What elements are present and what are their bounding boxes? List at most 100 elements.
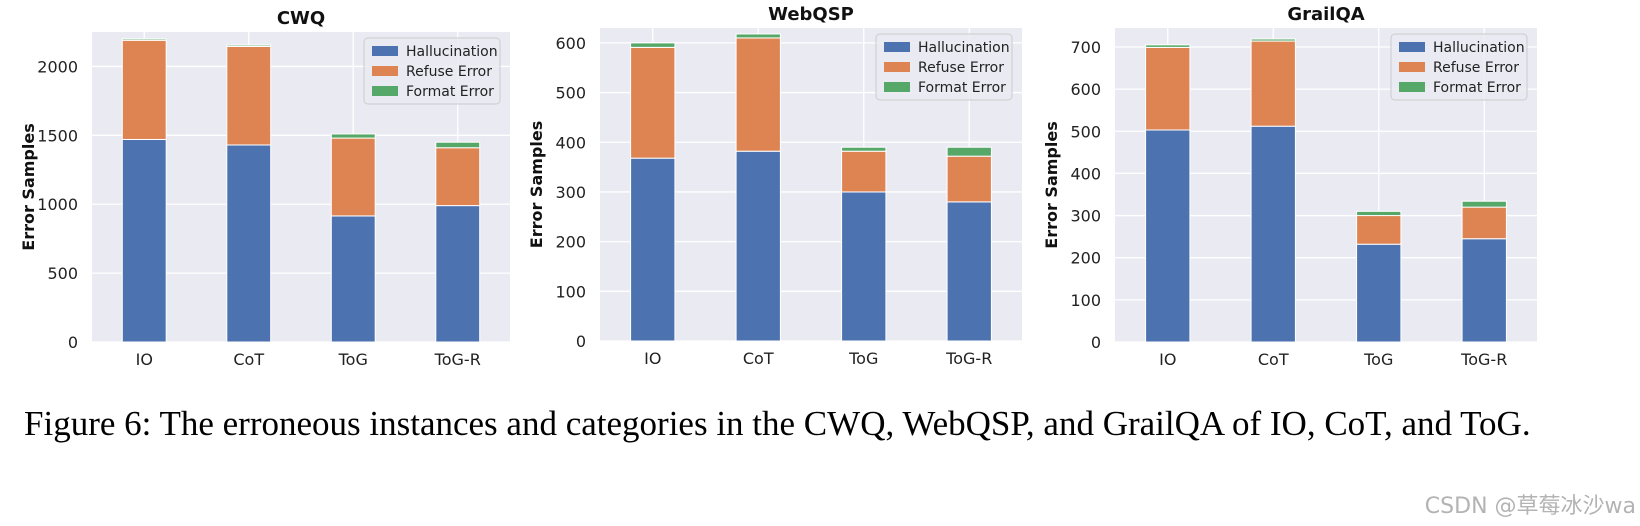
y-tick-label: 0 (1091, 333, 1101, 352)
bar-refuse-error (735, 37, 781, 152)
x-tick-label: CoT (743, 349, 774, 368)
bar-refuse-error (435, 147, 481, 207)
bar-hallucination (1145, 129, 1191, 343)
y-axis-label: Error Samples (19, 123, 38, 250)
chart-0: 0 500 1000 1500 2000 IO CoT ToG ToG-R CWQ Error Sa… (19, 8, 510, 369)
y-tick-label: 1500 (37, 126, 78, 145)
bar-refuse-error (1461, 206, 1507, 240)
bar-format-error (1356, 210, 1402, 217)
bar-format-error (1145, 44, 1191, 48)
x-tick-label: IO (1159, 350, 1176, 369)
legend: Hallucination Refuse Error Format Error (1390, 33, 1528, 101)
x-tick-label: IO (644, 349, 661, 368)
legend-swatch (1399, 62, 1425, 72)
legend-label: Refuse Error (918, 60, 1004, 76)
bar-format-error (1250, 38, 1296, 42)
legend-label: Hallucination (918, 40, 1010, 56)
chart-title: GrailQA (1287, 4, 1364, 25)
x-tick-label: CoT (233, 350, 264, 369)
watermark: CSDN @草莓冰沙wa (1424, 494, 1636, 519)
legend-label: Format Error (1433, 80, 1521, 96)
legend-label: Refuse Error (406, 64, 492, 80)
legend: Hallucination Refuse Error Format Error (363, 37, 501, 105)
y-tick-label: 2000 (37, 57, 78, 76)
x-tick-label: ToG (338, 350, 368, 369)
chart-2: 0 100 200 300 400 500 600 700 IO CoT ToG ToG-R Grail… (1042, 4, 1537, 369)
bar-refuse-error (1250, 40, 1296, 127)
y-tick-label: 0 (68, 333, 78, 352)
y-tick-label: 500 (1070, 122, 1101, 141)
legend: Hallucination Refuse Error Format Error (875, 33, 1013, 101)
legend-label: Refuse Error (1433, 60, 1519, 76)
legend-swatch (372, 66, 398, 76)
bar-hallucination (841, 191, 887, 342)
bar-hallucination (1250, 125, 1296, 343)
bar-hallucination (435, 205, 481, 343)
bar-hallucination (630, 157, 676, 342)
bar-hallucination (735, 150, 781, 342)
legend-swatch (884, 42, 910, 52)
y-axis-label: Error Samples (527, 121, 546, 248)
legend-swatch (372, 86, 398, 96)
bar-hallucination (226, 144, 272, 343)
bar-hallucination (1356, 243, 1402, 343)
bar-format-error (435, 141, 481, 149)
bar-format-error (121, 38, 167, 41)
bar-format-error (630, 42, 676, 48)
chart-title: WebQSP (768, 4, 854, 25)
y-tick-label: 0 (576, 332, 586, 351)
bar-refuse-error (946, 155, 992, 203)
bar-format-error (735, 33, 781, 39)
bar-format-error (1461, 200, 1507, 208)
bar-format-error (946, 146, 992, 157)
x-tick-label: ToG (1363, 350, 1393, 369)
figure-caption: Figure 6: The erroneous instances and ca… (24, 404, 1531, 443)
y-tick-label: 500 (555, 84, 586, 103)
x-tick-label: ToG-R (945, 349, 992, 368)
y-tick-label: 400 (1070, 164, 1101, 183)
y-tick-label: 1000 (37, 195, 78, 214)
bar-format-error (330, 133, 376, 139)
bar-format-error (841, 146, 887, 152)
y-tick-label: 100 (555, 282, 586, 301)
legend-label: Hallucination (406, 44, 498, 60)
legend-swatch (372, 46, 398, 56)
bar-format-error (226, 44, 272, 47)
chart-title: CWQ (277, 8, 325, 29)
y-tick-label: 400 (555, 133, 586, 152)
bar-hallucination (121, 138, 167, 343)
y-axis-label: Error Samples (1042, 121, 1061, 248)
y-tick-label: 200 (555, 233, 586, 252)
y-tick-label: 600 (1070, 80, 1101, 99)
legend-swatch (1399, 82, 1425, 92)
bar-hallucination (330, 215, 376, 343)
y-tick-label: 500 (47, 264, 78, 283)
bar-refuse-error (1145, 46, 1191, 131)
bar-refuse-error (630, 46, 676, 159)
y-tick-label: 300 (555, 183, 586, 202)
y-tick-label: 700 (1070, 38, 1101, 57)
bar-refuse-error (121, 39, 167, 140)
legend-label: Format Error (406, 84, 494, 100)
x-tick-label: IO (136, 350, 153, 369)
y-tick-label: 200 (1070, 249, 1101, 268)
y-tick-label: 600 (555, 34, 586, 53)
bar-hallucination (946, 201, 992, 342)
legend-label: Hallucination (1433, 40, 1525, 56)
x-tick-label: CoT (1258, 350, 1289, 369)
bar-refuse-error (841, 150, 887, 193)
legend-swatch (884, 62, 910, 72)
y-tick-label: 300 (1070, 207, 1101, 226)
bar-refuse-error (226, 45, 272, 146)
x-tick-label: ToG-R (434, 350, 481, 369)
y-tick-label: 100 (1070, 291, 1101, 310)
legend-label: Format Error (918, 80, 1006, 96)
legend-swatch (1399, 42, 1425, 52)
bar-hallucination (1461, 238, 1507, 343)
bar-refuse-error (1356, 215, 1402, 245)
legend-swatch (884, 82, 910, 92)
x-tick-label: ToG (848, 349, 878, 368)
bar-refuse-error (330, 137, 376, 217)
x-tick-label: ToG-R (1460, 350, 1507, 369)
